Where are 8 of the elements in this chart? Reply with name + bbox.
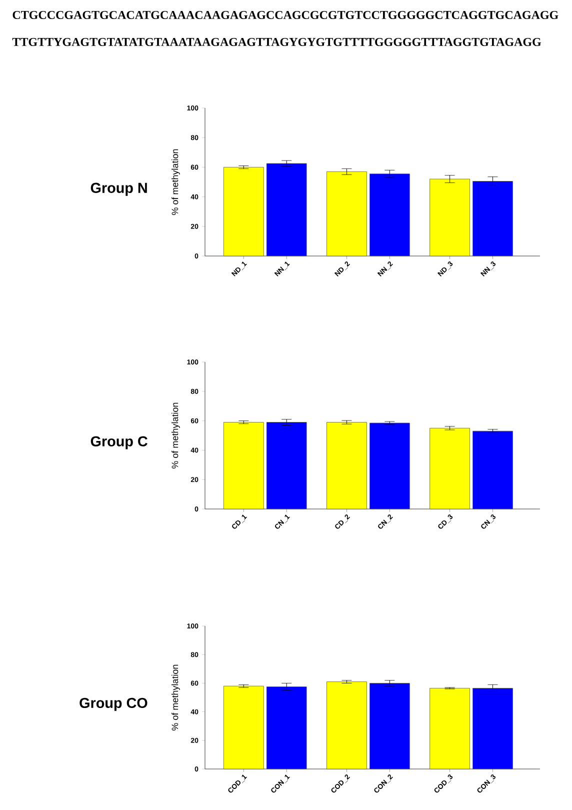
text: CTGCCCGAGTGCACATGCAAACAAGAGAGCCAGCGCGTGTCCTGGGGGCTCAGGTGCAGAGG [12, 10, 558, 20]
text: Group CO [80, 698, 148, 711]
y-axis-title: % of methylation [172, 664, 180, 730]
text: Group N [90, 182, 147, 196]
text: Group C [90, 436, 148, 450]
y-axis-title: % of methylation [172, 149, 180, 215]
text: TTGTTYGAGTGTATATGTAAATAAGAGAGTTAGYGYGTGTTTTGGGGGTTTAGGTGTAGAGG [12, 38, 542, 46]
y-axis-title: % of methylation [172, 402, 180, 468]
